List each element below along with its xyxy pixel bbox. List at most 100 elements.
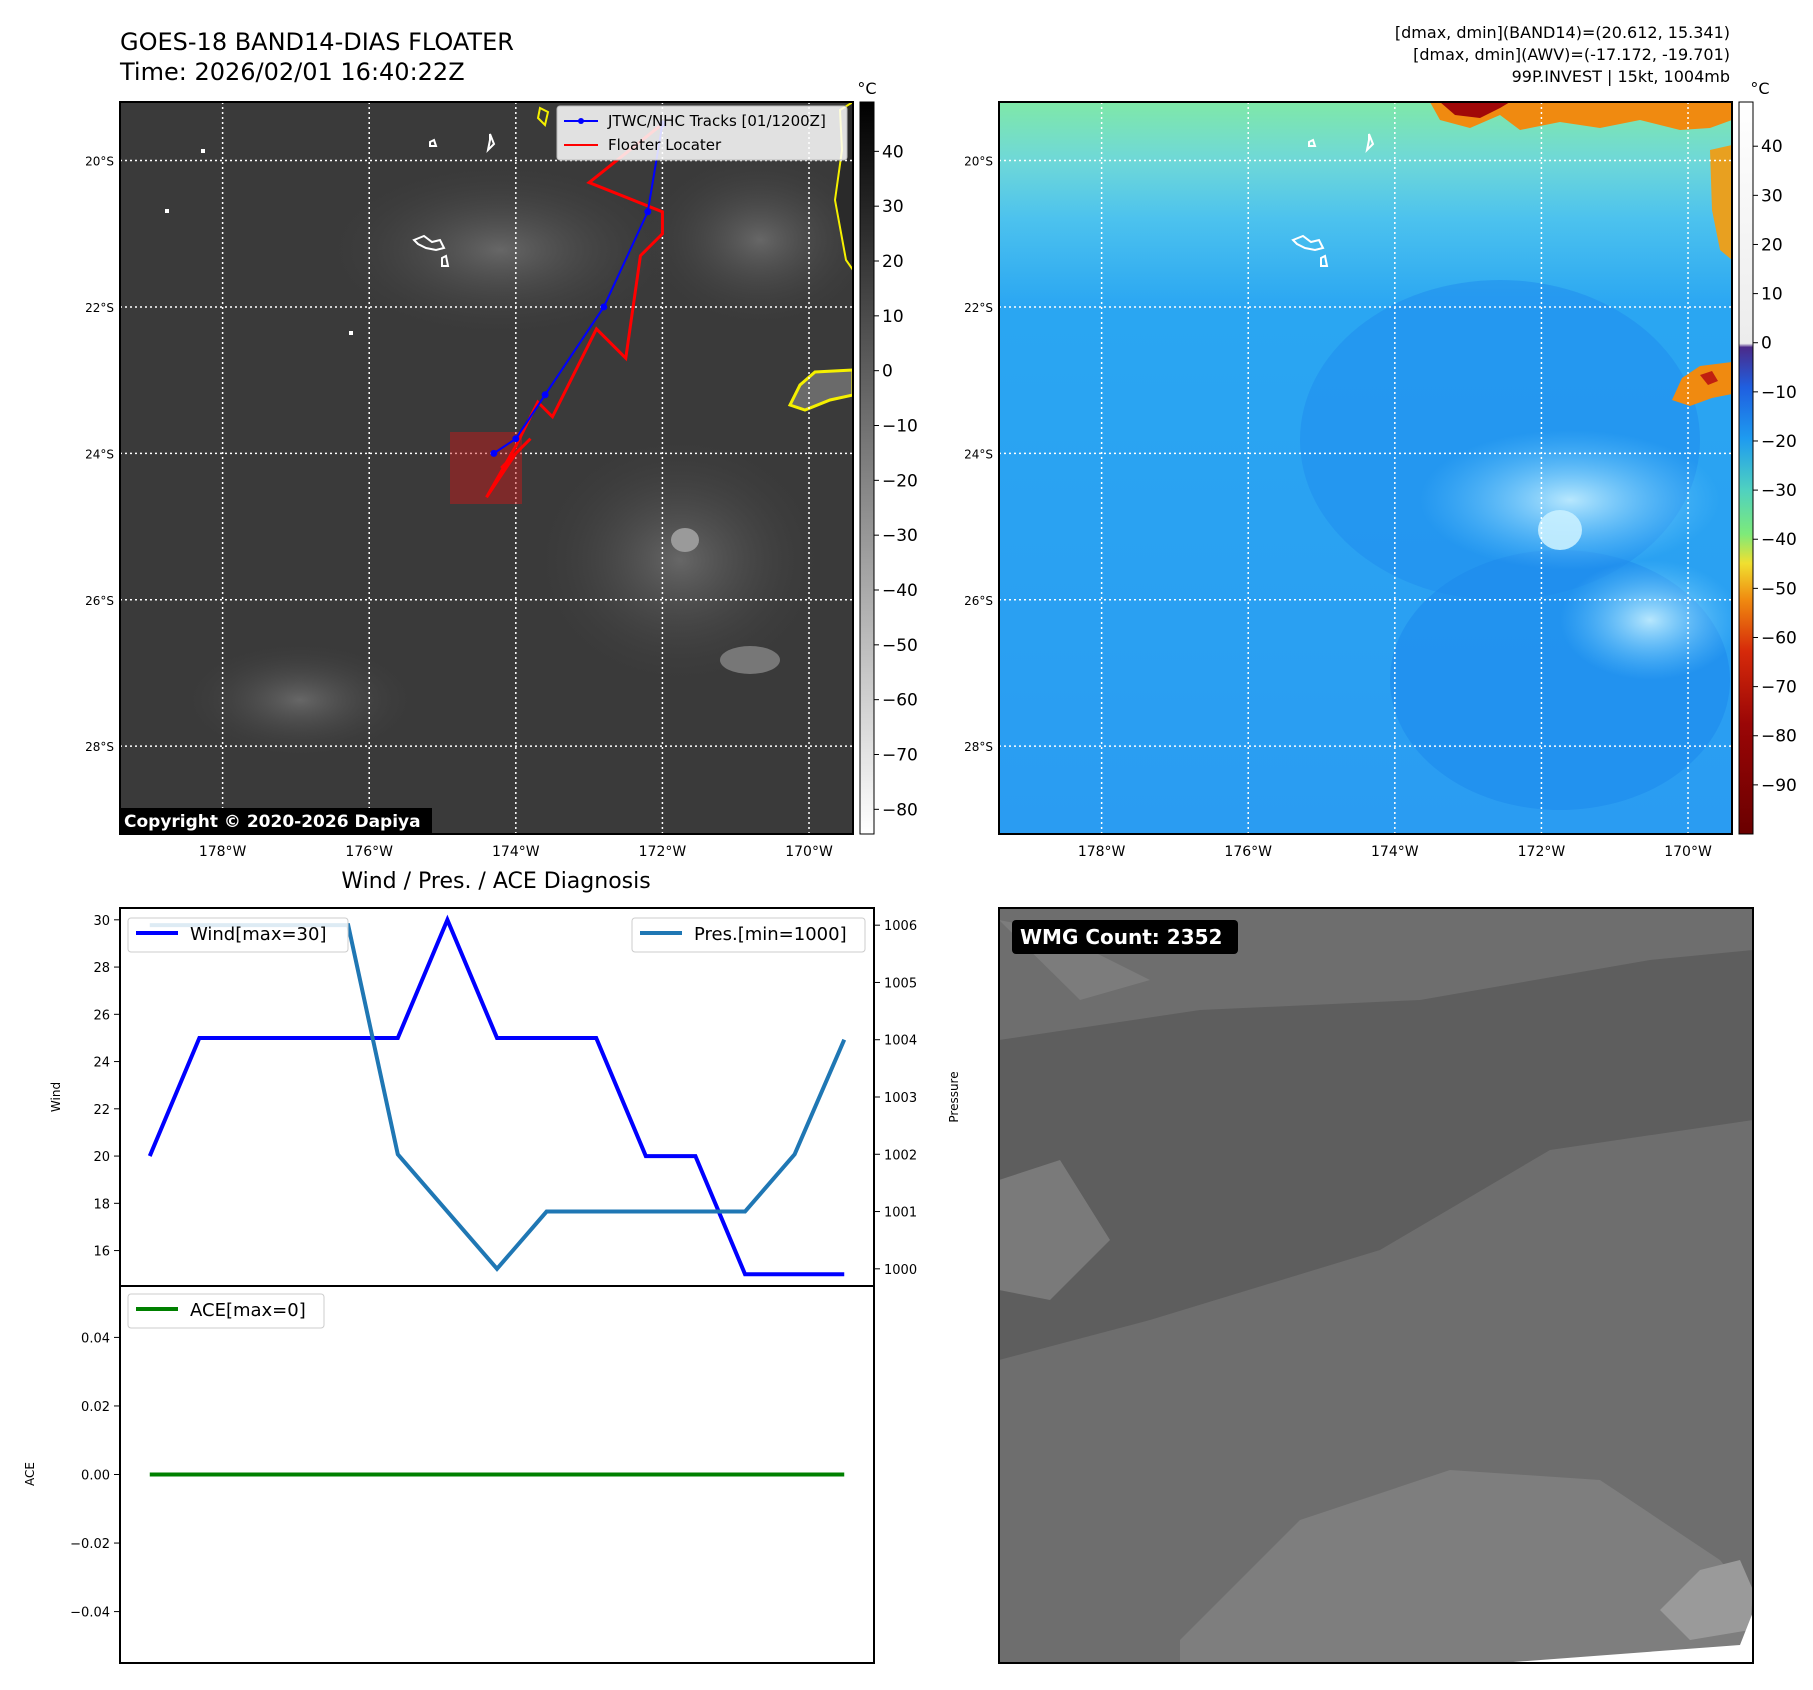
lon-label: 176°W bbox=[1224, 844, 1272, 860]
ace-axis-label: ACE bbox=[23, 1462, 37, 1486]
lat-label: 20°S bbox=[964, 155, 993, 169]
legend-locater-label: Floater Locater bbox=[608, 136, 722, 154]
ir-cloud bbox=[640, 150, 853, 330]
colorbar-tick-label: −60 bbox=[1761, 628, 1797, 648]
diagnosis-title: Wind / Pres. / ACE Diagnosis bbox=[341, 869, 650, 894]
ir-cloud bbox=[180, 640, 420, 760]
ace-chart: 0.04 0.02 0.00 −0.02 −0.04 ACE ACE[max=0] bbox=[23, 1285, 875, 1664]
ir-colorbar-ticks: 40 30 20 10 0 −10 −20 −30 −40 −50 −60 −70 −80 bbox=[874, 142, 918, 820]
track-point bbox=[490, 449, 498, 457]
colorbar-tick-label: 0 bbox=[1761, 334, 1772, 354]
pressure-tick-label: 1004 bbox=[884, 1034, 917, 1049]
colorbar-tick-label: −50 bbox=[1761, 579, 1797, 599]
wind-axis-label: Wind bbox=[49, 1082, 63, 1112]
legend-track-label: JTWC/NHC Tracks [01/1200Z] bbox=[607, 112, 826, 130]
ir-lat-labels: 20°S 22°S 24°S 26°S 28°S bbox=[85, 155, 114, 755]
lon-label: 178°W bbox=[199, 844, 247, 860]
copyright-box bbox=[120, 808, 432, 834]
ace-y-ticks: 0.04 0.02 0.00 −0.02 −0.04 bbox=[70, 1331, 120, 1621]
wmg-light-band bbox=[1180, 1470, 1753, 1663]
ace-tick-label: −0.02 bbox=[70, 1537, 110, 1552]
awv-colorbar: °C 40 30 20 10 0 −10 −20 −30 −40 −50 −60 −70 −80 −90 bbox=[1738, 79, 1797, 835]
wmg-panel: WMG Count: 2352 bbox=[998, 907, 1754, 1664]
lon-label: 174°W bbox=[1371, 844, 1419, 860]
colorbar-tick-label: 10 bbox=[1761, 285, 1783, 305]
wind-tick-label: 22 bbox=[93, 1103, 110, 1118]
floater-locater-box bbox=[450, 432, 522, 504]
colorbar-tick-label: 30 bbox=[1761, 186, 1783, 206]
island-outline bbox=[1291, 133, 1375, 267]
colorbar-tick-label: 20 bbox=[882, 252, 904, 272]
colorbar-tick-label: 40 bbox=[882, 142, 904, 162]
ir-cloud bbox=[320, 160, 680, 340]
awv-lat-labels: 20°S 22°S 24°S 26°S 28°S bbox=[964, 155, 993, 755]
floater-locater-line bbox=[485, 122, 664, 499]
lon-label: 174°W bbox=[492, 844, 540, 860]
colorbar-tick-label: −30 bbox=[1761, 481, 1797, 501]
wmg-frame bbox=[998, 907, 1754, 1664]
wmg-light-band bbox=[999, 1160, 1110, 1300]
ir-cold-cloud-contour bbox=[536, 106, 550, 127]
colorbar-tick-label: −10 bbox=[1761, 383, 1797, 403]
ir-cloud bbox=[530, 430, 830, 690]
track-point bbox=[541, 391, 549, 399]
track-point bbox=[600, 303, 608, 311]
colorbar-tick-label: −40 bbox=[1761, 530, 1797, 550]
pressure-y-ticks: 1000 1001 1002 1003 1004 1005 1006 bbox=[874, 919, 917, 1278]
wind-tick-label: 16 bbox=[93, 1245, 110, 1260]
lon-label: 176°W bbox=[345, 844, 393, 860]
colorbar-tick-label: 10 bbox=[882, 307, 904, 327]
pressure-legend-label: Pres.[min=1000] bbox=[694, 924, 847, 945]
pressure-tick-label: 1003 bbox=[884, 1091, 917, 1106]
pressure-tick-label: 1001 bbox=[884, 1206, 917, 1221]
awv-gridlines bbox=[999, 102, 1732, 834]
pressure-tick-label: 1006 bbox=[884, 919, 917, 934]
lon-label: 170°W bbox=[1664, 844, 1712, 860]
awv-map-frame bbox=[998, 101, 1733, 835]
wind-tick-label: 24 bbox=[93, 1056, 110, 1071]
wmg-bright-spot bbox=[1660, 1560, 1753, 1640]
wind-tick-label: 18 bbox=[93, 1197, 110, 1212]
awv-map-panel: 20°S 22°S 24°S 26°S 28°S 178°W 176°W 174°W 172°… bbox=[964, 101, 1733, 860]
copyright-text: Copyright © 2020-2026 Dapiya bbox=[124, 812, 421, 832]
lat-label: 26°S bbox=[964, 594, 993, 608]
wind-series-line bbox=[147, 914, 845, 1277]
track-point bbox=[644, 208, 652, 216]
colorbar-tick-label: −30 bbox=[882, 526, 918, 546]
figure-time: Time: 2026/02/01 16:40:22Z bbox=[119, 58, 465, 86]
awv-lon-labels: 178°W 176°W 174°W 172°W 170°W bbox=[1078, 844, 1712, 860]
wind-tick-label: 26 bbox=[93, 1008, 110, 1023]
lat-label: 22°S bbox=[964, 301, 993, 315]
figure-title: GOES-18 BAND14-DIAS FLOATER bbox=[120, 28, 514, 56]
info-awv: [dmax, dmin](AWV)=(-17.172, -19.701) bbox=[1413, 45, 1730, 64]
lat-label: 28°S bbox=[85, 740, 114, 754]
ace-tick-label: −0.04 bbox=[70, 1606, 110, 1621]
awv-cold-cloud bbox=[1430, 102, 1732, 130]
lon-label: 178°W bbox=[1078, 844, 1126, 860]
colorbar-tick-label: −20 bbox=[882, 471, 918, 491]
colorbar-tick-label: −20 bbox=[1761, 432, 1797, 452]
wind-tick-label: 30 bbox=[93, 914, 110, 929]
pressure-tick-label: 1000 bbox=[884, 1263, 917, 1278]
pressure-tick-label: 1005 bbox=[884, 976, 917, 991]
lon-label: 172°W bbox=[1518, 844, 1566, 860]
ir-cold-cloud-contour bbox=[787, 368, 853, 412]
colorbar-tick-label: −70 bbox=[882, 745, 918, 765]
colorbar-tick-label: 0 bbox=[882, 362, 893, 382]
ir-map-panel: JTWC/NHC Tracks [01/1200Z] Floater Locat… bbox=[85, 101, 854, 860]
awv-moist-plume bbox=[1420, 430, 1720, 570]
info-storm: 99P.INVEST | 15kt, 1004mb bbox=[1512, 67, 1730, 86]
awv-colorbar-unit: °C bbox=[1750, 79, 1769, 98]
ace-legend-label: ACE[max=0] bbox=[190, 1300, 306, 1321]
island-outline bbox=[165, 133, 496, 335]
awv-colorbar-ticks: 40 30 20 10 0 −10 −20 −30 −40 −50 −60 −70 −80 −90 bbox=[1753, 137, 1797, 796]
awv-cold-cloud bbox=[1440, 102, 1510, 118]
ir-colorbar-unit: °C bbox=[857, 79, 876, 98]
pressure-axis-label: Pressure bbox=[947, 1071, 961, 1122]
wind-tick-label: 20 bbox=[93, 1150, 110, 1165]
wmg-count-box bbox=[1012, 920, 1238, 954]
colorbar-tick-label: 20 bbox=[1761, 235, 1783, 255]
awv-moist-plume bbox=[1538, 510, 1582, 550]
awv-moist-plume bbox=[1560, 560, 1732, 680]
